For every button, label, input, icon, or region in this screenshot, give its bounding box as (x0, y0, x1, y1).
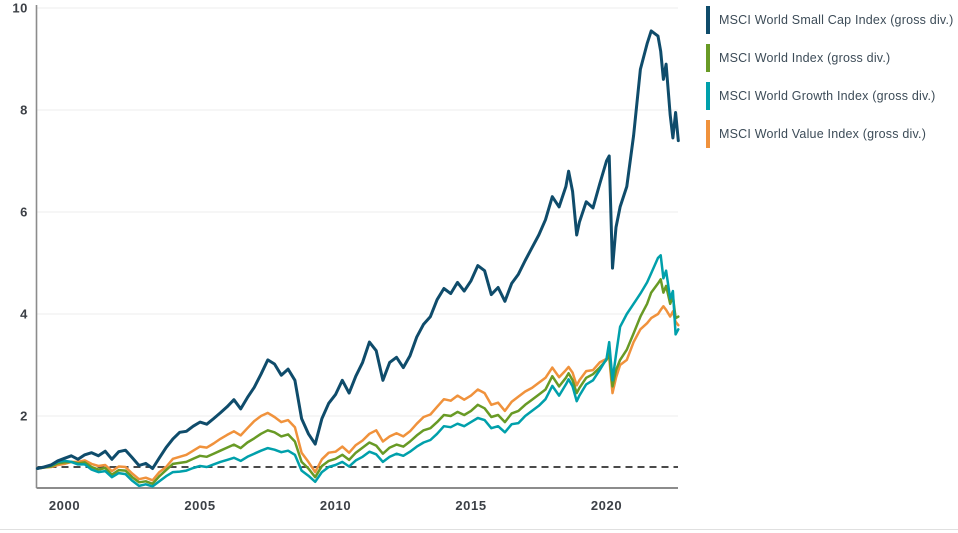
legend-swatch-2 (706, 82, 710, 110)
x-tick-label-2015: 2015 (455, 498, 486, 513)
legend-item-1: MSCI World Index (gross div.) (706, 44, 954, 72)
legend-label-3: MSCI World Value Index (gross div.) (719, 127, 927, 141)
series-line-1 (36, 278, 680, 486)
series-line-2 (36, 254, 680, 488)
x-tick-label-2005: 2005 (184, 498, 215, 513)
x-tick-label-2010: 2010 (320, 498, 351, 513)
y-tick-label-8: 8 (20, 103, 28, 118)
y-tick-label-10: 10 (12, 1, 28, 16)
x-tick-label-2000: 2000 (49, 498, 80, 513)
legend-label-2: MSCI World Growth Index (gross div.) (719, 89, 936, 103)
legend-swatch-3 (706, 120, 710, 148)
y-tick-label-6: 6 (20, 205, 28, 220)
legend-label-1: MSCI World Index (gross div.) (719, 51, 891, 65)
series-line-0 (35, 29, 680, 470)
legend-item-2: MSCI World Growth Index (gross div.) (706, 82, 954, 110)
chart-legend: MSCI World Small Cap Index (gross div.) M… (706, 6, 954, 148)
y-tick-label-2: 2 (20, 409, 28, 424)
legend-label-0: MSCI World Small Cap Index (gross div.) (719, 13, 954, 27)
y-tick-label-4: 4 (20, 307, 28, 322)
legend-swatch-1 (706, 44, 710, 72)
x-tick-label-2020: 2020 (591, 498, 622, 513)
page-divider (0, 529, 958, 530)
legend-item-3: MSCI World Value Index (gross div.) (706, 120, 954, 148)
legend-swatch-0 (706, 6, 710, 34)
legend-item-0: MSCI World Small Cap Index (gross div.) (706, 6, 954, 34)
